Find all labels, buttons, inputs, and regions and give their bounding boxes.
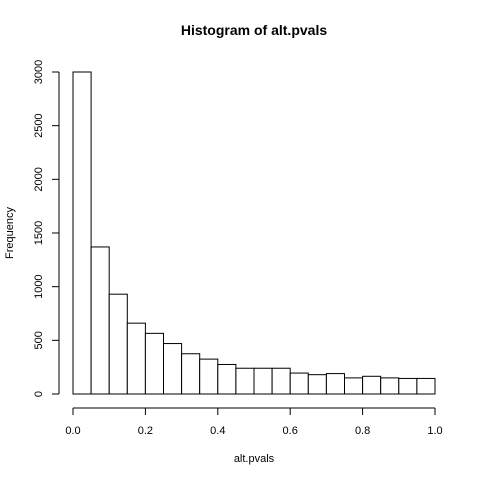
- histogram-bar-2: [108, 293, 128, 395]
- x-tick-label-1: 0.2: [138, 425, 153, 437]
- x-tick-label-3: 0.6: [283, 425, 298, 437]
- histogram-bar-7: [199, 358, 219, 395]
- histogram-bar-18: [398, 377, 418, 395]
- histogram-bar-12: [289, 372, 309, 395]
- x-axis-label: alt.pvals: [234, 453, 275, 465]
- histogram-bar-14: [325, 373, 345, 395]
- histogram-bar-17: [380, 377, 400, 395]
- y-tick-label-2: 1000: [33, 274, 45, 298]
- x-tick-label-0: 0.0: [65, 425, 80, 437]
- bars-group: [72, 71, 436, 395]
- x-tick-label-4: 0.8: [355, 425, 370, 437]
- histogram-bar-8: [217, 363, 237, 395]
- y-tick-label-5: 2500: [33, 113, 45, 137]
- histogram-bar-15: [344, 377, 364, 395]
- histogram-bar-5: [163, 343, 183, 395]
- histogram-bar-0: [72, 71, 92, 395]
- y-tick-label-6: 3000: [33, 60, 45, 84]
- histogram-bar-19: [416, 377, 436, 395]
- y-tick-label-3: 1500: [33, 221, 45, 245]
- histogram-bar-4: [144, 332, 164, 395]
- x-tick-label-5: 1.0: [427, 425, 442, 437]
- y-axis: 0 500 1000 1500 2000 2500 3000: [33, 60, 60, 397]
- y-tick-label-1: 500: [33, 331, 45, 349]
- chart-title: Histogram of alt.pvals: [181, 22, 327, 38]
- histogram-bar-10: [253, 367, 273, 395]
- y-tick-label-0: 0: [33, 391, 45, 397]
- histogram-bar-11: [271, 367, 291, 395]
- y-tick-label-4: 2000: [33, 167, 45, 191]
- histogram-bar-3: [126, 322, 146, 395]
- histogram-bar-13: [307, 374, 327, 395]
- y-axis-label: Frequency: [4, 207, 16, 259]
- histogram-bar-1: [90, 246, 110, 395]
- x-axis: 0.0 0.2 0.4 0.6 0.8 1.0: [65, 407, 443, 437]
- histogram-bar-6: [181, 353, 201, 395]
- histogram-bar-9: [235, 367, 255, 395]
- histogram-bar-16: [362, 375, 382, 395]
- x-tick-label-2: 0.4: [210, 425, 225, 437]
